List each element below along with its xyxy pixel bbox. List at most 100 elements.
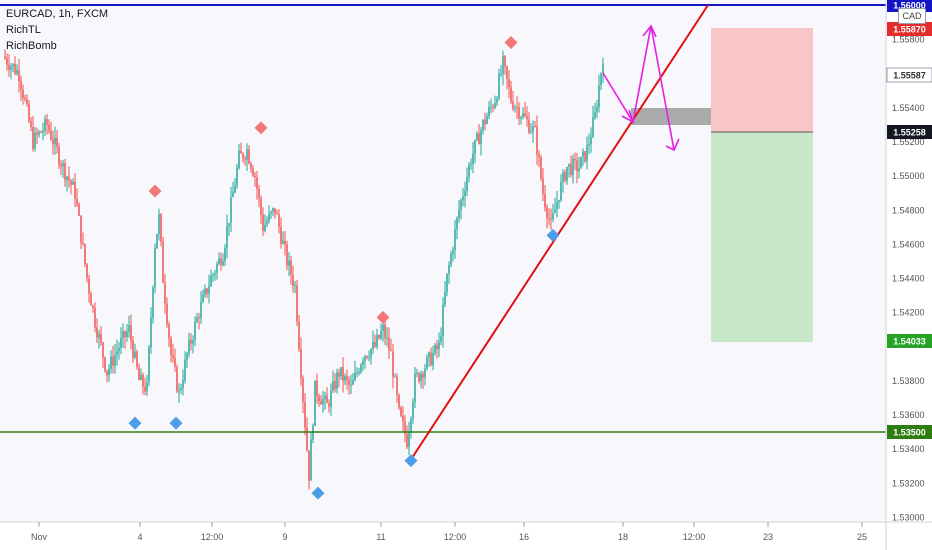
buy-signal-marker[interactable]	[404, 454, 418, 468]
candle-body	[384, 324, 386, 339]
candle	[42, 122, 44, 141]
candle	[320, 395, 322, 405]
candle-body	[462, 196, 464, 201]
candle	[534, 120, 536, 128]
candle-body	[172, 355, 174, 359]
time-tick-label: Nov	[31, 532, 48, 542]
candle-body	[124, 331, 126, 338]
candle	[556, 190, 558, 218]
candle-body	[50, 130, 52, 140]
candle-body	[380, 331, 382, 339]
entry-zone[interactable]	[631, 108, 711, 125]
candle	[504, 54, 506, 75]
candle-body	[26, 99, 28, 104]
candle-body	[334, 381, 336, 389]
candle-body	[368, 357, 370, 359]
sell-signal-marker[interactable]	[504, 36, 518, 50]
candle	[144, 377, 146, 396]
candle	[428, 351, 430, 367]
candle	[108, 364, 110, 382]
sell-signal-marker[interactable]	[254, 121, 268, 135]
candle-body	[382, 324, 384, 332]
candle	[412, 398, 414, 424]
candle-body	[466, 177, 468, 192]
candle	[250, 161, 252, 173]
candle-body	[554, 209, 556, 214]
buy-signal-marker[interactable]	[546, 228, 560, 242]
candle-body	[222, 260, 224, 266]
candle	[572, 154, 574, 184]
candle-body	[562, 172, 564, 182]
candle-body	[568, 163, 570, 167]
candle-body	[388, 337, 390, 351]
currency-badge[interactable]: CAD	[898, 8, 926, 24]
candle-body	[220, 258, 222, 266]
candle	[230, 186, 232, 232]
candle-body	[296, 285, 298, 322]
candle	[190, 333, 192, 351]
candle-body	[142, 374, 144, 387]
candle-body	[38, 131, 40, 135]
candle-body	[500, 73, 502, 75]
candle	[310, 431, 312, 481]
stop-loss-zone[interactable]	[711, 28, 813, 132]
candle-body	[306, 427, 308, 451]
buy-signal-marker[interactable]	[128, 416, 142, 430]
candle	[386, 326, 388, 347]
candle	[558, 199, 560, 209]
candle-body	[28, 103, 30, 122]
candle	[6, 53, 8, 71]
candle-body	[460, 200, 462, 210]
buy-signal-marker[interactable]	[311, 486, 325, 500]
candle-body	[252, 168, 254, 176]
candle-body	[168, 324, 170, 339]
candle	[8, 54, 10, 77]
time-axis[interactable]: Nov 4 12:00 9 11 12:00 16 18 12:00 23 25	[31, 522, 867, 542]
candle	[188, 332, 190, 358]
indicator-richbomb[interactable]: RichBomb	[6, 40, 57, 52]
candle-body	[584, 151, 586, 162]
candle-body	[60, 164, 62, 167]
projection-arrows[interactable]	[602, 24, 680, 152]
candle-body	[346, 376, 348, 380]
symbol-title[interactable]: EURCAD, 1h, FXCM	[6, 8, 109, 20]
candle-body	[598, 85, 600, 108]
candle-body	[558, 199, 560, 202]
candle-body	[68, 176, 70, 181]
candle-body	[36, 132, 38, 135]
indicator-richtl[interactable]: RichTL	[6, 24, 41, 36]
candle	[514, 104, 516, 113]
candle	[208, 274, 210, 304]
candle	[390, 338, 392, 352]
candle	[566, 166, 568, 185]
candle	[314, 380, 316, 426]
candle-body	[176, 366, 178, 392]
candle-body	[348, 379, 350, 386]
ascending-trendline[interactable]	[409, 4, 709, 462]
price-axis[interactable]: 1.55800 1.55400 1.55200 1.55000 1.54800 1.546…	[892, 35, 925, 523]
projection-arrowhead-3	[665, 138, 680, 152]
candle-body	[158, 214, 160, 235]
candle	[84, 243, 86, 268]
candle	[98, 329, 100, 349]
buy-signal-marker[interactable]	[169, 416, 183, 430]
candle-body	[600, 73, 602, 86]
candle	[498, 68, 500, 101]
candle	[552, 203, 554, 223]
sell-signal-marker[interactable]	[376, 310, 390, 324]
candle-body	[468, 165, 470, 178]
candle-body	[108, 368, 110, 376]
candle-body	[410, 418, 412, 432]
candle	[448, 261, 450, 285]
candle-body	[426, 357, 428, 369]
candle	[402, 406, 404, 432]
candle-body	[134, 351, 136, 358]
candle	[348, 376, 350, 395]
candle-body	[74, 181, 76, 199]
sell-signal-marker[interactable]	[148, 184, 162, 198]
candle-body	[390, 350, 392, 352]
candle	[14, 56, 16, 76]
candle-body	[32, 127, 34, 149]
take-profit-zone[interactable]	[711, 132, 813, 342]
